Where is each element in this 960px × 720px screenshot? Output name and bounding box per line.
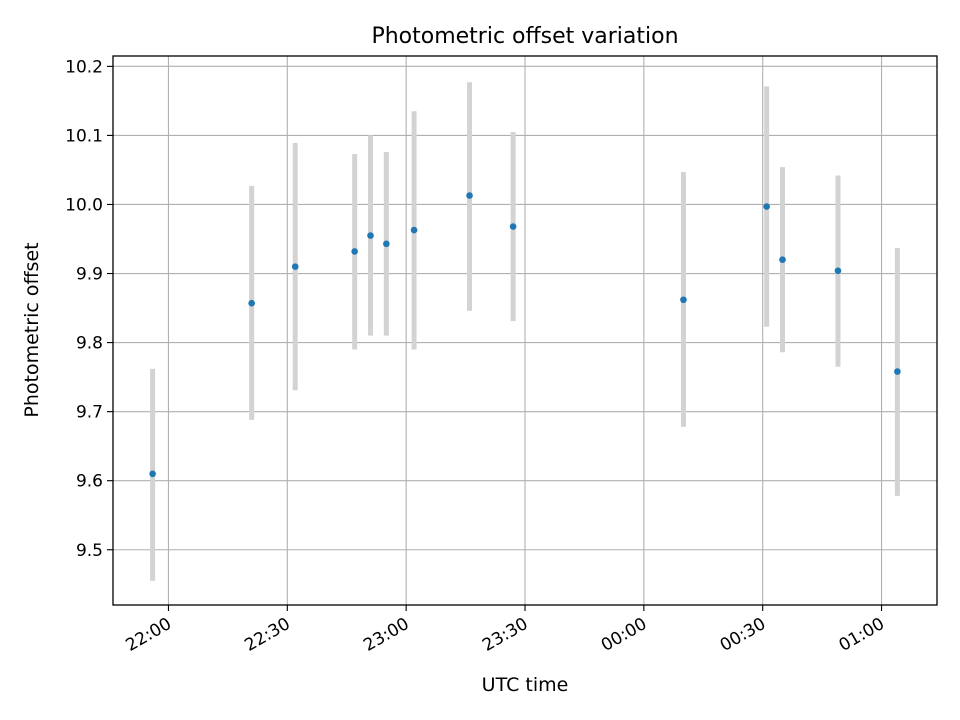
data-point xyxy=(779,256,786,264)
x-tick-label: 23:30 xyxy=(479,614,531,656)
y-tick-label: 10.2 xyxy=(65,57,103,77)
y-tick-label: 10.0 xyxy=(65,195,103,215)
data-point xyxy=(834,267,842,275)
x-axis-label: UTC time xyxy=(482,674,569,696)
x-axis-ticks: 22:00 22:30 23:00 23:30 00:00 00:30 01:00 xyxy=(123,605,888,656)
y-tick-label: 10.1 xyxy=(65,126,103,146)
data-point xyxy=(383,240,390,248)
data-point xyxy=(367,232,374,239)
x-tick-label: 00:00 xyxy=(598,614,650,656)
grid-lines xyxy=(113,56,937,605)
data-point xyxy=(149,470,156,478)
data-point xyxy=(894,368,901,375)
data-point xyxy=(291,263,299,270)
data-point xyxy=(509,223,517,230)
chart-title: Photometric offset variation xyxy=(371,24,678,49)
y-tick-label: 9.6 xyxy=(76,472,103,492)
x-tick-label: 22:00 xyxy=(123,614,175,656)
data-point xyxy=(763,203,770,210)
x-tick-label: 00:30 xyxy=(717,614,769,656)
data-point xyxy=(466,192,473,199)
x-tick-label: 01:00 xyxy=(836,614,888,656)
y-tick-label: 9.8 xyxy=(76,334,103,354)
y-tick-label: 9.7 xyxy=(76,403,103,423)
x-tick-label: 23:00 xyxy=(360,614,412,656)
data-point xyxy=(410,226,418,234)
data-point xyxy=(680,296,687,304)
x-tick-label: 22:30 xyxy=(241,614,293,656)
y-axis-ticks: 9.5 9.6 9.7 9.8 9.9 10.0 10.1 10.2 xyxy=(65,57,113,561)
y-tick-label: 9.9 xyxy=(76,265,103,285)
y-tick-label: 9.5 xyxy=(76,541,103,561)
data-point xyxy=(351,248,358,255)
data-point xyxy=(248,299,255,307)
data-points xyxy=(149,192,901,478)
y-axis-label: Photometric offset xyxy=(21,242,43,417)
